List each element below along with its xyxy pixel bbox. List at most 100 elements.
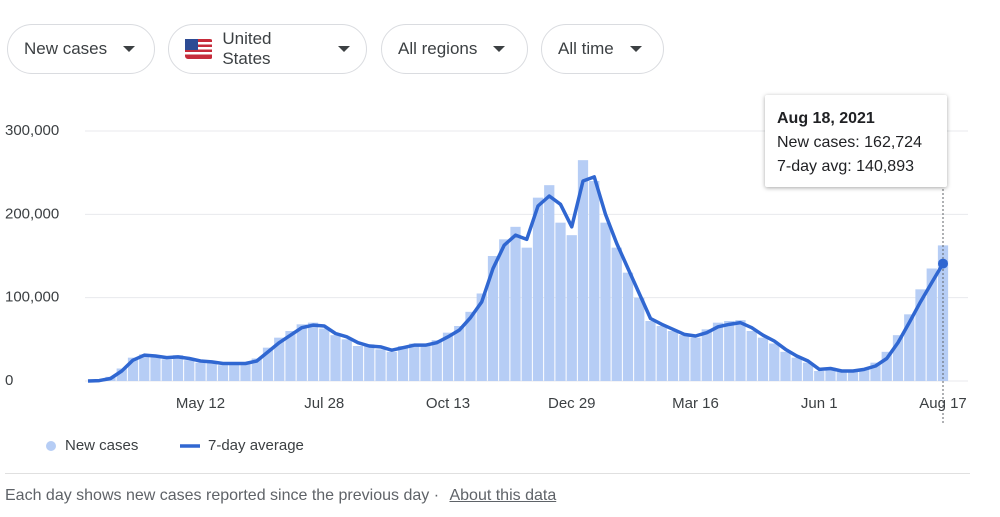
x-tick-label: Dec 29 bbox=[548, 395, 596, 412]
bar bbox=[262, 347, 274, 381]
caret bbox=[629, 46, 642, 52]
bar bbox=[307, 322, 319, 381]
bar bbox=[645, 321, 656, 381]
tooltip-title: Aug 18, 2021 bbox=[777, 110, 875, 127]
bar bbox=[724, 321, 735, 381]
bar bbox=[217, 365, 229, 381]
bar bbox=[352, 346, 364, 381]
avg-line bbox=[87, 175, 945, 383]
bar bbox=[757, 337, 769, 381]
bar bbox=[735, 320, 746, 381]
bar bbox=[251, 358, 262, 381]
bar bbox=[679, 335, 690, 381]
bar bbox=[589, 181, 600, 381]
x-tick-label: Oct 13 bbox=[426, 395, 470, 412]
bar bbox=[690, 337, 701, 381]
hover-point bbox=[938, 258, 948, 269]
bar bbox=[510, 226, 521, 381]
bar bbox=[229, 364, 240, 381]
bar bbox=[611, 247, 622, 381]
bar bbox=[622, 272, 634, 381]
bar bbox=[566, 235, 577, 381]
y-tick-label: 100,000 bbox=[5, 289, 59, 306]
bar bbox=[836, 371, 847, 381]
bar bbox=[791, 357, 802, 381]
bar bbox=[240, 362, 251, 381]
bar bbox=[116, 368, 127, 381]
y-tick-label: 200,000 bbox=[5, 205, 59, 222]
bar bbox=[184, 360, 195, 381]
bar bbox=[904, 314, 915, 381]
bar bbox=[521, 247, 532, 381]
bar bbox=[285, 331, 296, 381]
bar bbox=[127, 357, 139, 381]
bar bbox=[420, 344, 431, 381]
bar bbox=[847, 370, 859, 381]
caret bbox=[123, 46, 136, 52]
filter-label: United States bbox=[222, 29, 272, 68]
bar bbox=[161, 359, 172, 381]
bar bbox=[915, 289, 926, 381]
metric-filter[interactable]: New cases bbox=[7, 24, 155, 74]
bar bbox=[319, 328, 330, 381]
x-tick-label: Aug 17 bbox=[919, 395, 967, 412]
bar bbox=[769, 343, 780, 381]
bar bbox=[634, 297, 645, 381]
bar bbox=[499, 239, 510, 381]
bar bbox=[802, 362, 814, 381]
time-filter[interactable]: All time bbox=[541, 24, 664, 74]
tooltip: Aug 18, 2021 New cases: 162,724 7-day av… bbox=[765, 95, 947, 187]
filter-label: All regions bbox=[398, 39, 478, 58]
bar bbox=[859, 368, 870, 381]
bar bbox=[746, 331, 757, 381]
bar bbox=[667, 331, 679, 381]
separator bbox=[5, 473, 970, 474]
tooltip-line: New cases: 162,724 bbox=[777, 134, 922, 151]
bar bbox=[397, 346, 409, 381]
bar bbox=[476, 293, 487, 381]
x-tick-label: May 12 bbox=[176, 395, 225, 412]
bar bbox=[870, 362, 881, 381]
bar bbox=[206, 361, 217, 381]
bar bbox=[881, 351, 892, 381]
footer: Each day shows new cases reported since … bbox=[5, 487, 556, 505]
caret bbox=[338, 46, 350, 52]
about-link[interactable]: About this data bbox=[449, 487, 557, 504]
bar bbox=[712, 322, 724, 381]
bar bbox=[555, 222, 566, 381]
legend-label: 7-day average bbox=[208, 437, 304, 454]
bar bbox=[656, 326, 667, 381]
bar bbox=[296, 324, 307, 381]
bar bbox=[150, 356, 161, 381]
bar bbox=[172, 355, 184, 381]
filter-label: New cases bbox=[24, 39, 108, 58]
bar bbox=[364, 344, 375, 381]
bar bbox=[544, 185, 555, 381]
bar bbox=[892, 335, 904, 381]
x-tick-label: Jul 28 bbox=[304, 395, 344, 412]
bar bbox=[487, 256, 499, 381]
footer-dot: · bbox=[433, 487, 440, 504]
bar bbox=[926, 268, 937, 381]
filter-label: All time bbox=[558, 39, 614, 58]
bar bbox=[532, 197, 544, 381]
x-tick-label: Mar 16 bbox=[672, 395, 719, 412]
bar bbox=[375, 349, 386, 381]
legend-swatch bbox=[46, 441, 56, 451]
legend-label: New cases bbox=[65, 437, 138, 454]
bar bbox=[600, 222, 611, 381]
flag bbox=[185, 39, 213, 59]
bar bbox=[341, 339, 352, 381]
bar bbox=[195, 362, 206, 381]
footer-note: Each day shows new cases reported since … bbox=[5, 487, 430, 504]
bar bbox=[139, 354, 150, 381]
bar bbox=[465, 311, 476, 381]
country-filter[interactable]: United States bbox=[168, 24, 367, 74]
bar bbox=[409, 343, 420, 381]
x-tick-label: Jun 1 bbox=[801, 395, 838, 412]
y-tick-label: 0 bbox=[5, 372, 13, 389]
bar bbox=[431, 340, 442, 381]
region-filter[interactable]: All regions bbox=[381, 24, 528, 74]
